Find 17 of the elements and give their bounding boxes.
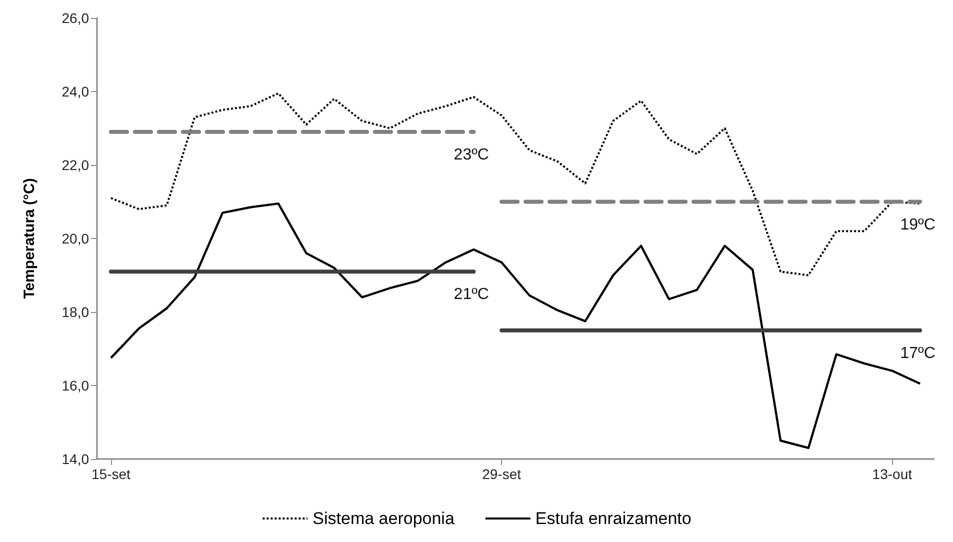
y-tick-label: 20,0: [62, 230, 90, 246]
y-tick-label: 16,0: [62, 378, 90, 394]
y-tick-label: 24,0: [62, 84, 90, 100]
y-axis-title: Temperatura (°C): [21, 178, 38, 299]
y-tick-label: 14,0: [62, 451, 90, 467]
y-tick-label: 22,0: [62, 157, 90, 173]
legend-label: Sistema aeroponia: [312, 509, 455, 528]
annotation: 21ºC: [454, 286, 489, 304]
legend-label: Estufa enraizamento: [535, 509, 692, 528]
annotation: 19ºC: [900, 216, 936, 234]
x-tick-label: 13-out: [872, 466, 912, 482]
y-tick-label: 26,0: [62, 10, 90, 26]
x-tick-label: 29-set: [482, 466, 522, 482]
x-tick-label: 15-set: [91, 466, 131, 482]
annotation: 23ºC: [454, 146, 489, 164]
annotation: 17ºC: [900, 344, 936, 362]
y-tick-label: 18,0: [62, 304, 90, 320]
